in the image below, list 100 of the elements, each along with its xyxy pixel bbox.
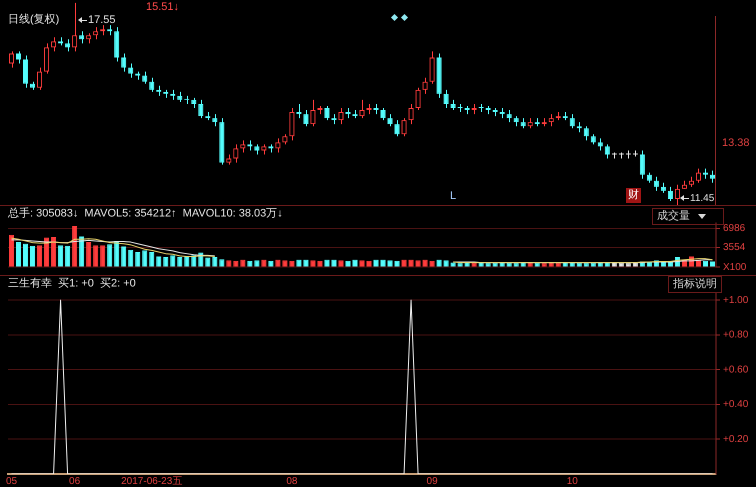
candlestick — [212, 114, 218, 127]
bar — [163, 257, 168, 266]
x-tick-label: 09 — [426, 476, 438, 487]
bar — [58, 245, 64, 266]
y-tick-label: +0.20 — [723, 434, 749, 445]
bar — [114, 240, 120, 266]
candlestick — [688, 176, 694, 188]
candlestick — [44, 42, 50, 74]
candlestick — [640, 150, 645, 180]
bar — [156, 256, 162, 266]
annotation: L — [450, 190, 456, 202]
candlestick — [275, 138, 280, 153]
candlestick — [282, 134, 288, 145]
annotation: 11.45 — [690, 193, 714, 204]
y-tick-label: +1.00 — [723, 294, 749, 306]
candlestick — [254, 144, 260, 155]
candlestick — [72, 2, 78, 52]
y-tick-label: +0.40 — [723, 399, 749, 410]
candlestick — [226, 154, 232, 166]
x-tick-label: 05 — [6, 476, 18, 487]
bar — [100, 245, 106, 266]
bar — [30, 246, 36, 266]
bar — [128, 250, 134, 266]
bar — [51, 237, 56, 266]
bar — [72, 226, 78, 266]
candlestick — [128, 63, 134, 78]
chart-title: 三生有幸 买1: +0 买2: +0 — [8, 276, 136, 290]
candlestick — [37, 67, 42, 90]
bar — [205, 258, 210, 266]
annotation: 17.55 — [88, 14, 116, 26]
bar — [44, 238, 50, 266]
bar — [212, 257, 218, 266]
candlestick — [514, 116, 519, 127]
candlestick — [240, 140, 246, 153]
candlestick — [506, 110, 512, 123]
bar — [65, 246, 70, 266]
candlestick — [324, 105, 330, 121]
candlestick — [142, 71, 148, 84]
candlestick — [450, 99, 456, 111]
x-tick-label: 2017-06-23五 — [121, 476, 182, 487]
candlestick — [359, 99, 365, 119]
bar — [23, 244, 28, 266]
bar — [184, 256, 190, 266]
candlestick — [51, 36, 56, 52]
candlestick — [604, 144, 610, 160]
candlestick — [520, 118, 526, 129]
x-tick-label: 08 — [286, 476, 298, 487]
candlestick — [660, 182, 666, 194]
candlestick — [422, 77, 428, 94]
bar — [135, 252, 140, 266]
annotation: 财 — [628, 189, 639, 201]
bar — [37, 245, 42, 266]
candlestick — [93, 26, 98, 40]
candlestick — [86, 32, 92, 44]
candlestick — [388, 114, 393, 127]
candlestick — [310, 99, 316, 127]
candlestick — [233, 144, 238, 164]
candlestick — [416, 87, 421, 111]
y-tick-label: 3554 — [723, 242, 746, 254]
candlestick — [674, 184, 680, 205]
y-tick-label: X100 — [723, 262, 747, 273]
text: 指标说明 — [673, 278, 717, 290]
candlestick — [191, 97, 196, 109]
candlestick — [430, 50, 435, 84]
candlestick — [65, 38, 70, 52]
candlestick — [303, 110, 308, 127]
text: 日线(复权) — [8, 12, 60, 26]
candlestick — [23, 54, 28, 88]
candlestick — [198, 99, 204, 119]
bar — [16, 242, 22, 266]
y-tick-label: +0.60 — [723, 364, 749, 376]
candlestick — [710, 170, 716, 184]
x-tick-label: 06 — [69, 476, 81, 487]
candlestick — [402, 118, 407, 137]
candlestick — [598, 138, 603, 151]
candlestick — [548, 114, 554, 127]
bar — [8, 234, 14, 266]
candlestick — [584, 126, 589, 141]
candlestick — [289, 108, 294, 141]
candlestick — [408, 103, 414, 125]
y-tick-label: +0.80 — [723, 330, 749, 341]
bar — [86, 242, 92, 266]
bar — [107, 244, 112, 266]
chart-title: 总手: 305083↓ MAVOL5: 354212↑ MAVOL10: 38.03万↓ — [7, 206, 283, 220]
bar — [177, 257, 182, 266]
candlestick — [8, 50, 14, 68]
bar — [149, 252, 154, 266]
candlestick — [646, 172, 652, 184]
text: 13.38 — [722, 137, 750, 149]
candlestick — [177, 91, 182, 102]
candlestick — [590, 134, 596, 145]
candlestick — [654, 176, 659, 192]
candlestick — [444, 89, 449, 109]
candlestick — [149, 77, 154, 92]
x-tick-label: 10 — [566, 476, 578, 487]
candlestick — [528, 118, 533, 129]
candlestick — [570, 114, 575, 129]
candlestick — [394, 120, 400, 137]
y-tick-label: 6986 — [723, 223, 746, 234]
bar — [79, 236, 84, 266]
